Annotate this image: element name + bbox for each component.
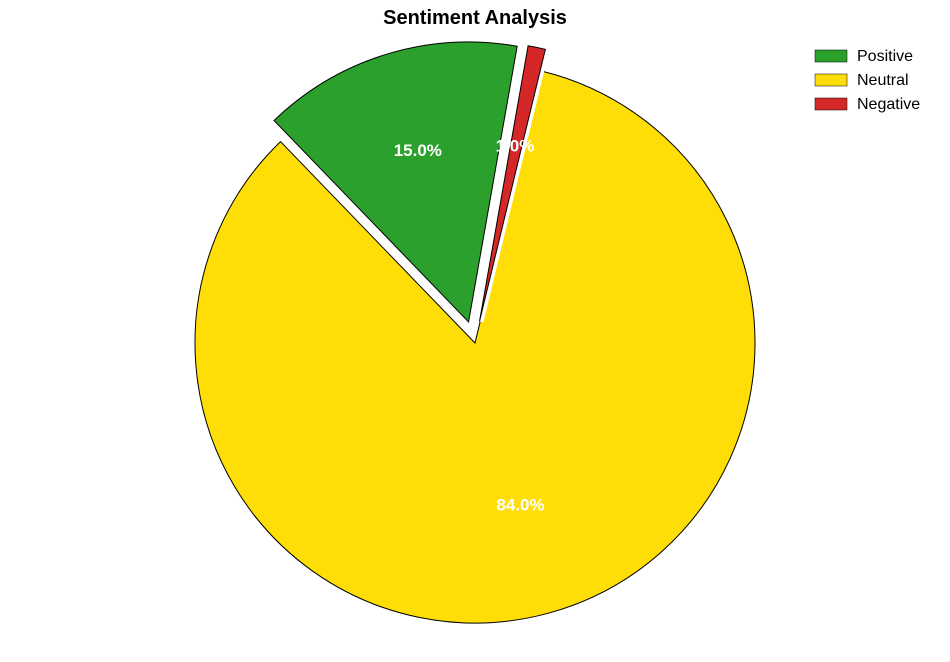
legend-swatch-positive bbox=[815, 50, 847, 62]
chart-title: Sentiment Analysis bbox=[383, 7, 567, 29]
pie-slice-label-positive: 15.0% bbox=[394, 141, 442, 160]
legend-label-negative: Negative bbox=[857, 96, 920, 113]
pie-slice-label-negative: 1.0% bbox=[496, 137, 535, 156]
chart-container: Sentiment Analysis 84.0% 15.0% 1.0% Positive… bbox=[0, 0, 950, 662]
legend-swatch-negative bbox=[815, 98, 847, 110]
legend-label-positive: Positive bbox=[857, 48, 913, 65]
legend-swatch-neutral bbox=[815, 74, 847, 86]
pie-chart-svg: Sentiment Analysis 84.0% 15.0% 1.0% Positive… bbox=[0, 0, 950, 662]
legend-label-neutral: Neutral bbox=[857, 72, 909, 89]
pie-slice-label-neutral: 84.0% bbox=[496, 496, 544, 515]
